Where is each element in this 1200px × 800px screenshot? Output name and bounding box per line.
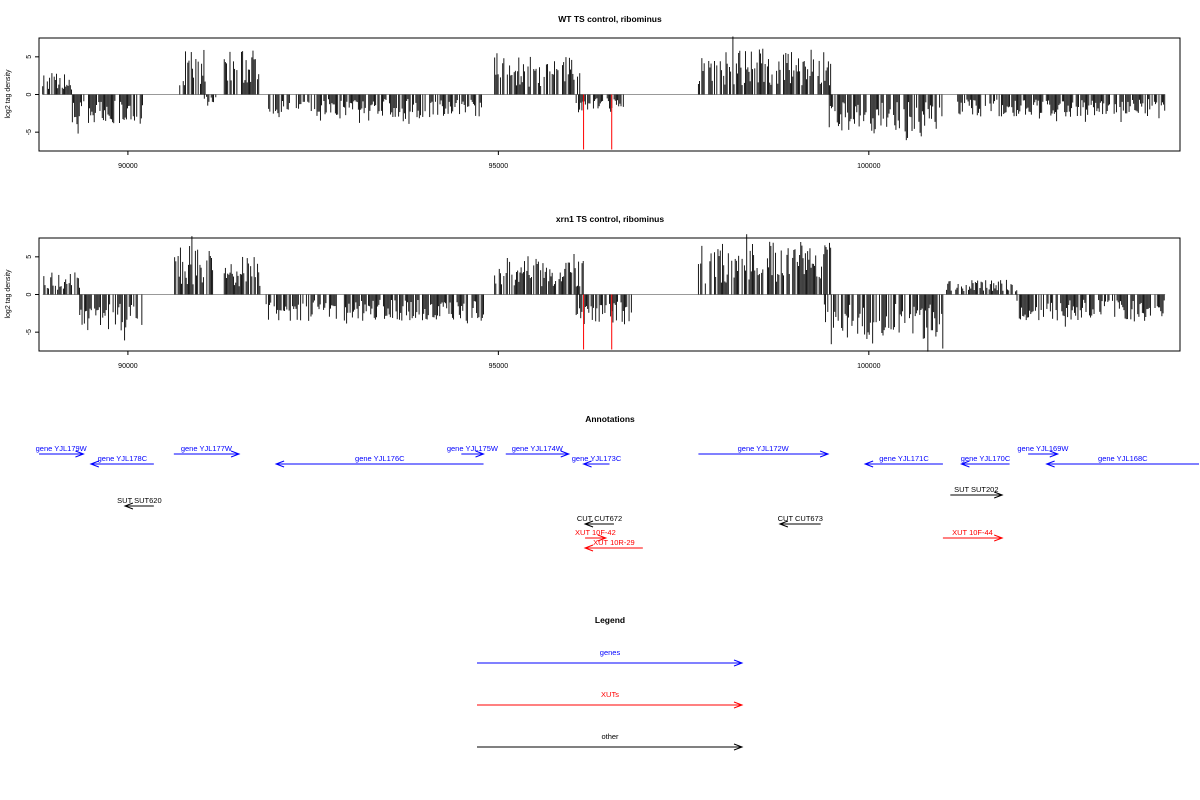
legend-label: genes bbox=[600, 648, 621, 657]
wt-y-axis: -5 0 5 bbox=[26, 55, 39, 135]
feature-gene: gene YJL171C bbox=[863, 454, 943, 468]
wt-panel-title: WT TS control, ribominus bbox=[558, 14, 662, 24]
feature-gene: gene YJL174W bbox=[505, 444, 571, 458]
legend: Legend genes XUTs other bbox=[477, 615, 744, 751]
feature-gene: gene YJL169W bbox=[1017, 444, 1069, 458]
feature-label: XUT 10R-29 bbox=[593, 538, 635, 547]
feature-xut: XUT 10R-29 bbox=[583, 538, 643, 552]
feature-gene: gene YJL176C bbox=[274, 454, 484, 468]
wt-bars bbox=[42, 36, 1166, 150]
feature-arrow-head bbox=[475, 450, 485, 458]
feature-arrow-head bbox=[597, 534, 608, 542]
x-tick-label: 90000 bbox=[118, 163, 138, 170]
feature-label: XUT 10F-42 bbox=[575, 528, 616, 537]
xrn1-y-axis: -5 0 5 bbox=[26, 255, 39, 335]
feature-arrow-head bbox=[274, 460, 285, 468]
legend-label: other bbox=[601, 732, 619, 741]
feature-label: gene YJL174W bbox=[512, 444, 564, 453]
feature-label: SUT SUT620 bbox=[117, 496, 161, 505]
feature-arrow-head bbox=[123, 502, 134, 510]
feature-arrow-head bbox=[560, 450, 571, 458]
xrn1-panel-title: xrn1 TS control, ribominus bbox=[556, 214, 664, 224]
wt-x-axis: 90000 95000 100000 bbox=[118, 151, 881, 170]
xrn1-bars bbox=[42, 234, 1166, 352]
xrn1-coverage-panel: xrn1 TS control, ribominus -5 0 5 90000 950… bbox=[5, 214, 1181, 370]
feature-gene: gene YJL170C bbox=[960, 454, 1011, 468]
feature-arrow-head bbox=[582, 460, 592, 468]
legend-entries: genes XUTs other bbox=[477, 648, 744, 751]
legend-entry-other: other bbox=[477, 732, 744, 751]
xrn1-y-axis-label: log2 tag density bbox=[5, 269, 12, 319]
feature-other: CUT CUT672 bbox=[577, 514, 622, 528]
y-tick-label: 5 bbox=[26, 255, 33, 259]
x-tick-label: 100000 bbox=[857, 163, 880, 170]
feature-other: CUT CUT673 bbox=[778, 514, 823, 528]
xrn1-x-axis: 90000 95000 100000 bbox=[118, 351, 881, 370]
feature-arrow-head bbox=[819, 450, 830, 458]
legend-label: XUTs bbox=[601, 690, 619, 699]
wt-y-axis-label: log2 tag density bbox=[5, 69, 12, 119]
feature-label: gene YJL178C bbox=[98, 454, 148, 463]
feature-label: gene YJL176C bbox=[355, 454, 405, 463]
feature-other: SUT SUT202 bbox=[950, 485, 1004, 499]
feature-label: gene YJL172W bbox=[738, 444, 790, 453]
feature-arrows: gene YJL179W gene YJL178C gene YJL177W gene… bbox=[36, 444, 1199, 552]
feature-gene: gene YJL168C bbox=[1045, 454, 1199, 468]
feature-arrow-head bbox=[778, 520, 789, 528]
feature-arrow-head bbox=[89, 460, 100, 468]
feature-label: gene YJL170C bbox=[961, 454, 1011, 463]
feature-arrow-head bbox=[75, 450, 85, 458]
feature-label: gene YJL169W bbox=[1017, 444, 1069, 453]
wt-coverage-panel: WT TS control, ribominus -5 0 5 90000 95000… bbox=[5, 14, 1181, 170]
feature-arrow-head bbox=[863, 460, 874, 468]
x-tick-label: 95000 bbox=[489, 163, 509, 170]
feature-label: CUT CUT672 bbox=[577, 514, 622, 523]
feature-label: gene YJL171C bbox=[879, 454, 929, 463]
legend-arrow-head bbox=[733, 701, 744, 709]
feature-label: SUT SUT202 bbox=[954, 485, 998, 494]
feature-arrow-head bbox=[994, 534, 1004, 542]
feature-label: CUT CUT673 bbox=[778, 514, 823, 523]
feature-arrow-head bbox=[994, 491, 1004, 499]
annotations-title: Annotations bbox=[585, 414, 635, 424]
feature-gene: gene YJL175W bbox=[447, 444, 499, 458]
feature-gene: gene YJL173C bbox=[572, 454, 622, 468]
feature-arrow-head bbox=[583, 520, 594, 528]
legend-entry-xut: XUTs bbox=[477, 690, 744, 709]
feature-label: gene YJL173C bbox=[572, 454, 622, 463]
feature-arrow-head bbox=[960, 460, 970, 468]
x-tick-label: 95000 bbox=[489, 363, 509, 370]
x-tick-label: 90000 bbox=[118, 363, 138, 370]
x-tick-label: 100000 bbox=[857, 363, 880, 370]
feature-other: SUT SUT620 bbox=[117, 496, 162, 510]
feature-label: gene YJL168C bbox=[1098, 454, 1148, 463]
feature-arrow-head bbox=[1049, 450, 1060, 458]
y-tick-label: 0 bbox=[26, 92, 33, 96]
feature-xut: XUT 10F-44 bbox=[942, 528, 1004, 542]
y-tick-label: -5 bbox=[26, 329, 33, 335]
feature-label: XUT 10F-44 bbox=[952, 528, 993, 537]
feature-gene: gene YJL177W bbox=[173, 444, 241, 458]
feature-label: gene YJL177W bbox=[181, 444, 233, 453]
legend-arrow-head bbox=[733, 743, 744, 751]
feature-arrow-head bbox=[583, 544, 594, 552]
feature-arrow-head bbox=[230, 450, 241, 458]
feature-xut: XUT 10F-42 bbox=[575, 528, 616, 542]
legend-title: Legend bbox=[595, 615, 625, 625]
feature-label: gene YJL175W bbox=[447, 444, 499, 453]
legend-entry-gene: genes bbox=[477, 648, 744, 667]
y-tick-label: 5 bbox=[26, 55, 33, 59]
y-tick-label: 0 bbox=[26, 292, 33, 296]
feature-gene: gene YJL178C bbox=[89, 454, 154, 468]
feature-gene: gene YJL179W bbox=[36, 444, 88, 458]
y-tick-label: -5 bbox=[26, 129, 33, 135]
legend-arrow-head bbox=[733, 659, 744, 667]
feature-label: gene YJL179W bbox=[36, 444, 88, 453]
feature-gene: gene YJL172W bbox=[698, 444, 830, 458]
feature-arrow-head bbox=[1045, 460, 1055, 468]
